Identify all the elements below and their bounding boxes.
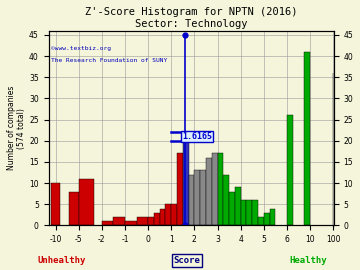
Bar bbox=[148, 217, 154, 225]
Bar bbox=[212, 153, 217, 225]
Bar bbox=[102, 221, 113, 225]
Bar bbox=[69, 192, 79, 225]
Bar bbox=[51, 183, 60, 225]
Text: Unhealthy: Unhealthy bbox=[37, 256, 85, 265]
Bar bbox=[136, 217, 148, 225]
Bar bbox=[287, 115, 293, 225]
Bar bbox=[177, 153, 183, 225]
Bar bbox=[270, 208, 275, 225]
Bar bbox=[258, 217, 264, 225]
Text: Healthy: Healthy bbox=[289, 256, 327, 265]
Bar bbox=[125, 221, 136, 225]
Bar bbox=[159, 208, 166, 225]
Bar bbox=[189, 175, 194, 225]
Text: 1.6165: 1.6165 bbox=[182, 132, 212, 141]
Bar bbox=[206, 158, 212, 225]
Bar bbox=[252, 200, 258, 225]
Bar bbox=[304, 52, 310, 225]
Bar bbox=[183, 132, 189, 225]
Bar bbox=[79, 179, 94, 225]
Y-axis label: Number of companies
(574 total): Number of companies (574 total) bbox=[7, 86, 26, 170]
Bar bbox=[154, 213, 159, 225]
Bar bbox=[235, 187, 240, 225]
Bar bbox=[223, 175, 229, 225]
Bar bbox=[171, 204, 177, 225]
Text: ©www.textbiz.org: ©www.textbiz.org bbox=[51, 46, 111, 51]
Bar bbox=[240, 200, 247, 225]
Bar bbox=[247, 200, 252, 225]
Bar bbox=[264, 213, 270, 225]
Bar bbox=[166, 204, 171, 225]
Bar bbox=[217, 153, 223, 225]
Bar bbox=[113, 217, 125, 225]
Text: The Research Foundation of SUNY: The Research Foundation of SUNY bbox=[51, 59, 167, 63]
Bar bbox=[229, 192, 235, 225]
Bar bbox=[200, 170, 206, 225]
Title: Z'-Score Histogram for NPTN (2016)
Sector: Technology: Z'-Score Histogram for NPTN (2016) Secto… bbox=[85, 7, 297, 29]
Bar bbox=[194, 170, 200, 225]
Text: Score: Score bbox=[174, 256, 201, 265]
